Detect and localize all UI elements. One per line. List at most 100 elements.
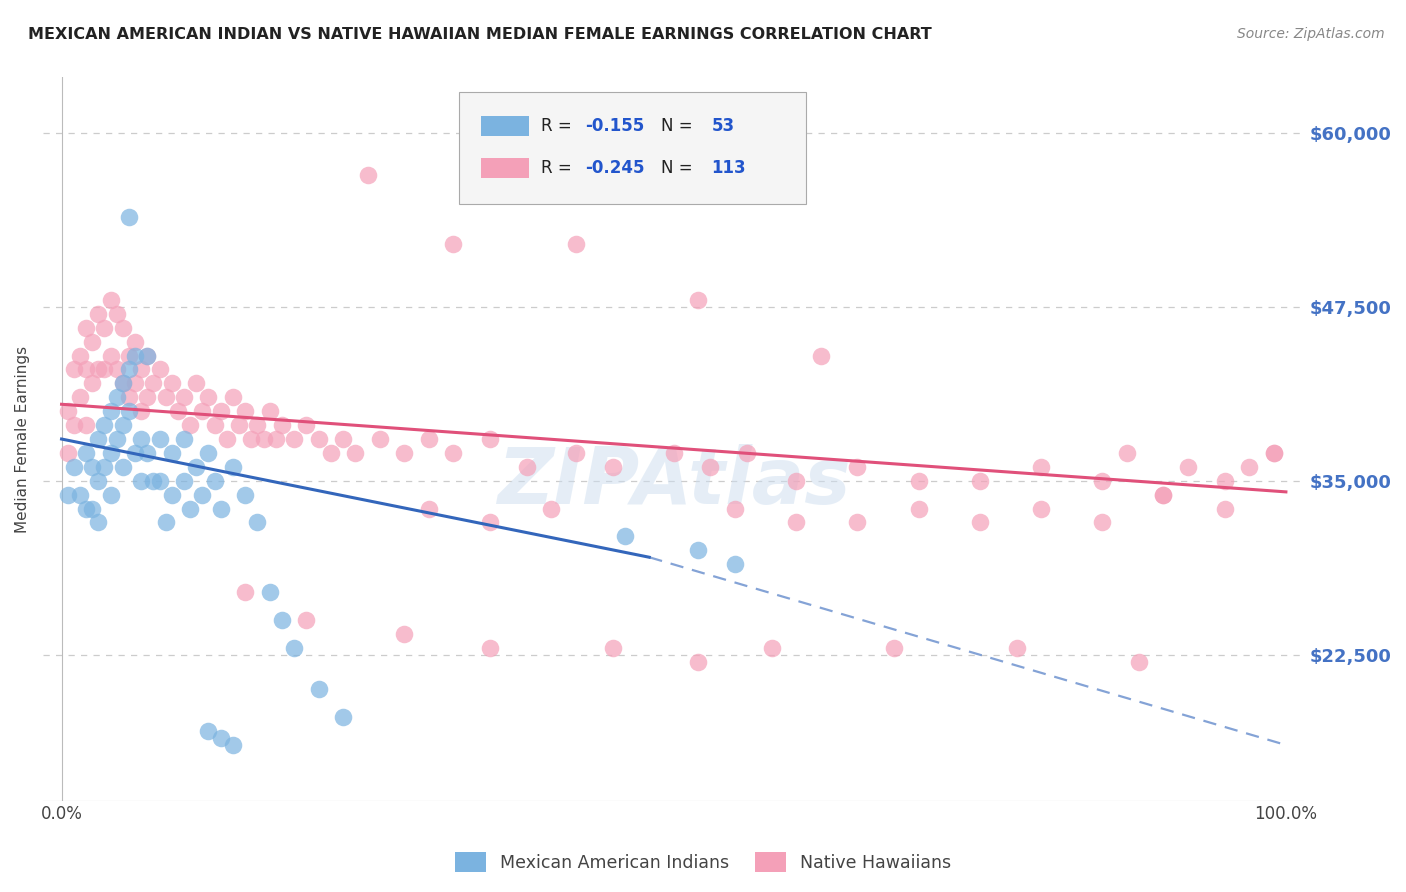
Point [87, 516, 110, 530]
Point [283, 640, 305, 655]
Point [240, 432, 263, 446]
Point [100, 488, 122, 502]
Point [56, 488, 79, 502]
Point [1263, 446, 1285, 460]
Point [173, 390, 195, 404]
Point [148, 432, 170, 446]
Point [93, 362, 115, 376]
Point [111, 418, 134, 433]
Point [233, 404, 256, 418]
Point [418, 501, 440, 516]
Point [810, 349, 832, 363]
Point [87, 362, 110, 376]
Point [197, 390, 219, 404]
Point [1177, 459, 1199, 474]
Text: -0.245: -0.245 [585, 159, 645, 177]
Point [179, 418, 201, 433]
Point [82, 334, 104, 349]
Point [118, 349, 141, 363]
Point [75, 362, 97, 376]
Point [215, 432, 238, 446]
Point [1029, 459, 1052, 474]
Point [136, 349, 159, 363]
Point [688, 543, 710, 558]
Point [186, 459, 208, 474]
Point [69, 488, 91, 502]
Point [100, 404, 122, 418]
Text: Source: ZipAtlas.com: Source: ZipAtlas.com [1237, 27, 1385, 41]
Text: R =: R = [541, 159, 578, 177]
Point [259, 585, 281, 599]
Point [688, 655, 710, 669]
Text: N =: N = [661, 159, 697, 177]
Point [93, 320, 115, 334]
Point [62, 459, 84, 474]
Point [602, 640, 624, 655]
Point [233, 488, 256, 502]
Point [179, 501, 201, 516]
Point [75, 320, 97, 334]
Point [479, 432, 502, 446]
Point [883, 640, 905, 655]
Point [246, 516, 269, 530]
Point [155, 516, 177, 530]
Point [233, 585, 256, 599]
Y-axis label: Median Female Earnings: Median Female Earnings [15, 345, 30, 533]
Point [124, 446, 146, 460]
Point [148, 362, 170, 376]
Point [724, 558, 747, 572]
Point [105, 307, 128, 321]
Point [1263, 446, 1285, 460]
Point [613, 529, 636, 543]
Point [186, 376, 208, 391]
Point [907, 501, 929, 516]
Point [160, 488, 183, 502]
Point [368, 432, 391, 446]
Point [699, 459, 721, 474]
Point [228, 418, 250, 433]
Point [785, 474, 807, 488]
Point [148, 474, 170, 488]
FancyBboxPatch shape [460, 92, 806, 204]
Point [1213, 501, 1236, 516]
Point [87, 307, 110, 321]
Point [204, 418, 226, 433]
Point [252, 432, 274, 446]
Point [69, 349, 91, 363]
Point [846, 459, 869, 474]
Text: 53: 53 [711, 117, 735, 135]
Point [271, 418, 294, 433]
Point [479, 640, 502, 655]
Point [283, 432, 305, 446]
Text: R =: R = [541, 117, 578, 135]
Point [118, 362, 141, 376]
Point [222, 459, 245, 474]
Text: MEXICAN AMERICAN INDIAN VS NATIVE HAWAIIAN MEDIAN FEMALE EARNINGS CORRELATION CH: MEXICAN AMERICAN INDIAN VS NATIVE HAWAII… [28, 27, 932, 42]
Point [441, 237, 464, 252]
Point [129, 362, 152, 376]
Point [209, 501, 232, 516]
Point [271, 613, 294, 627]
Point [319, 446, 342, 460]
Point [87, 432, 110, 446]
Text: ZIPAtlas: ZIPAtlas [496, 444, 851, 520]
Point [308, 432, 330, 446]
Point [69, 390, 91, 404]
Point [111, 320, 134, 334]
FancyBboxPatch shape [481, 116, 529, 136]
Point [142, 474, 165, 488]
FancyBboxPatch shape [481, 158, 529, 178]
Point [105, 362, 128, 376]
Point [565, 446, 588, 460]
Point [155, 390, 177, 404]
Point [204, 474, 226, 488]
Point [93, 459, 115, 474]
Point [724, 501, 747, 516]
Point [124, 376, 146, 391]
Text: 113: 113 [711, 159, 747, 177]
Point [688, 293, 710, 307]
Point [100, 349, 122, 363]
Point [111, 459, 134, 474]
Point [418, 432, 440, 446]
Text: -0.155: -0.155 [585, 117, 645, 135]
